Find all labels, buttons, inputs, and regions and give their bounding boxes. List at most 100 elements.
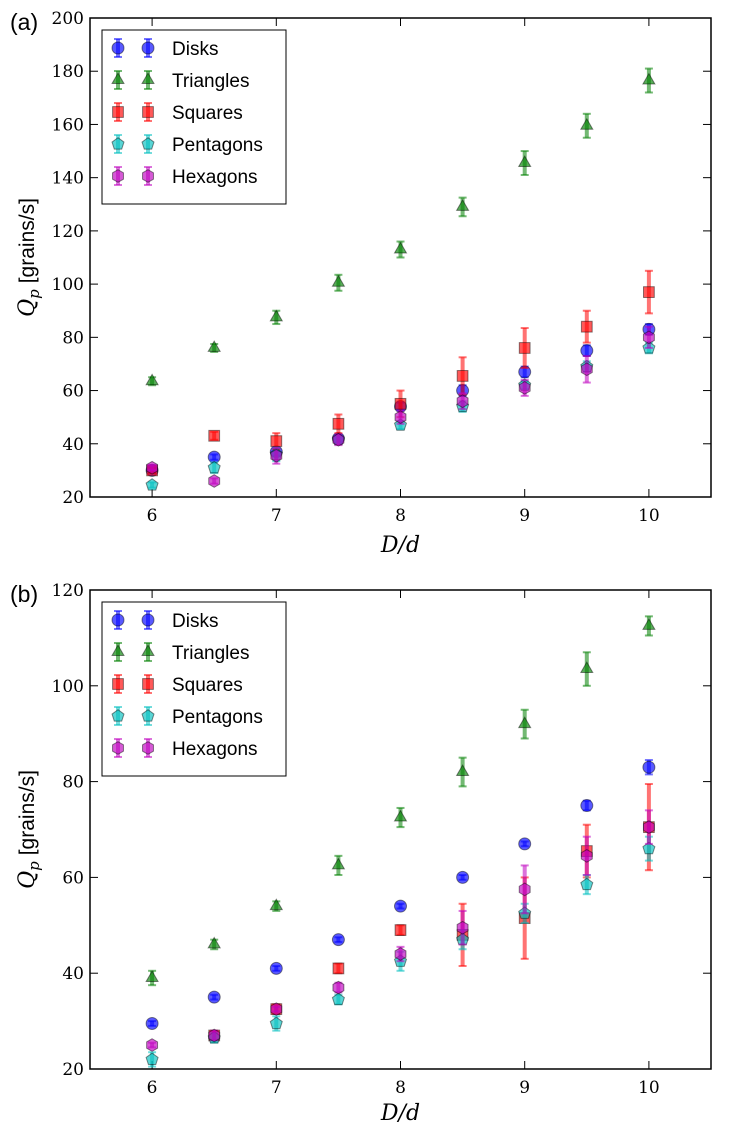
legend-label-pentagons: Pentagons — [172, 707, 263, 728]
data-point-triangle — [145, 970, 159, 982]
legend-label-pentagons: Pentagons — [172, 135, 263, 156]
data-point-triangle — [517, 716, 532, 729]
y-tick-label: 100 — [52, 677, 84, 697]
data-point-triangle — [517, 155, 532, 167]
legend-marker-hexagon — [112, 741, 124, 755]
panel-label: (b) — [10, 581, 38, 607]
y-axis-unit: [grains/s] — [16, 770, 39, 855]
data-point-triangle — [331, 274, 346, 287]
data-point-square — [394, 924, 407, 936]
x-tick-label: 10 — [638, 506, 660, 526]
legend-marker-square — [112, 678, 124, 690]
data-point-square — [456, 370, 469, 382]
data-point-triangle — [642, 618, 656, 630]
y-tick-label: 80 — [62, 773, 84, 793]
data-point-triangle — [579, 117, 594, 130]
data-point-square — [332, 962, 345, 975]
y-tick-label: 140 — [52, 169, 84, 189]
legend-marker-pentagon — [111, 709, 125, 722]
y-axis-subscript: p — [25, 861, 43, 871]
x-axis-label: D/d — [380, 1101, 420, 1126]
legend-label-triangles: Triangles — [172, 71, 249, 92]
legend-marker-pentagon — [111, 137, 125, 150]
y-axis-label: Qp [grains/s] — [15, 770, 43, 889]
legend-label-hexagons: Hexagons — [172, 739, 258, 760]
legend-marker-hexagon — [142, 741, 154, 755]
data-point-square — [208, 429, 221, 442]
x-tick-label: 6 — [147, 506, 158, 526]
data-point-triangle — [455, 199, 470, 211]
series-hexagons — [146, 325, 655, 488]
data-point-hexagon — [394, 947, 407, 961]
y-tick-label: 40 — [62, 964, 84, 984]
data-point-hexagon — [146, 460, 159, 475]
legend-marker-hexagon — [142, 169, 154, 183]
legend-box — [101, 29, 287, 205]
y-tick-label: 60 — [62, 868, 84, 888]
series-pentagons — [145, 835, 656, 1068]
legend-marker-triangle — [111, 644, 125, 656]
x-tick-label: 6 — [147, 1078, 158, 1098]
y-axis-label: Qp [grains/s] — [15, 198, 43, 317]
plot-frame — [89, 589, 712, 1070]
data-point-triangle — [331, 857, 346, 870]
panel-label: (a) — [10, 9, 38, 35]
data-point-square — [643, 286, 655, 298]
data-point-square — [394, 397, 407, 410]
y-axis-symbol: Q — [15, 871, 40, 889]
series-disks — [145, 759, 656, 1030]
data-point-pentagon — [331, 992, 345, 1006]
y-tick-label: 120 — [52, 222, 84, 242]
x-tick-label: 9 — [519, 1078, 530, 1098]
data-point-triangle — [269, 309, 284, 322]
legend-marker-circle — [111, 613, 125, 627]
data-point-triangle — [642, 72, 656, 85]
panel-a: 6 7 8 9 10 20 40 60 80 100 120 140 160 180 200 Disks Tri… — [10, 9, 712, 558]
legend-marker-triangle — [141, 72, 155, 84]
legend: Disks Triangles Squares Pentagons Hexagons — [101, 601, 287, 777]
data-point-triangle — [393, 241, 408, 254]
series-triangles — [145, 615, 656, 987]
y-tick-label: 20 — [62, 1060, 84, 1080]
legend-label-squares: Squares — [172, 103, 243, 124]
y-tick-label: 120 — [52, 581, 84, 601]
legend-marker-pentagon — [141, 137, 155, 150]
x-tick-label: 8 — [395, 506, 406, 526]
legend-marker-circle — [141, 613, 155, 627]
y-tick-label: 200 — [52, 9, 84, 29]
legend-label-squares: Squares — [172, 675, 243, 696]
data-point-hexagon — [332, 432, 345, 447]
data-point-circle — [642, 760, 656, 774]
data-point-circle — [269, 961, 283, 975]
data-point-hexagon — [146, 1038, 159, 1052]
data-point-hexagon — [456, 394, 469, 409]
data-point-pentagon — [580, 877, 594, 891]
data-point-triangle — [207, 340, 222, 352]
legend-marker-square — [142, 106, 154, 118]
data-point-hexagon — [394, 410, 407, 425]
legend-box — [101, 601, 287, 777]
x-tick-label: 10 — [638, 1078, 660, 1098]
y-tick-label: 40 — [62, 435, 84, 455]
data-point-hexagon — [518, 381, 531, 395]
data-point-circle — [207, 990, 221, 1004]
legend-marker-circle — [141, 41, 155, 55]
data-point-hexagon — [270, 1002, 283, 1016]
legend-marker-square — [112, 106, 124, 118]
data-point-square — [518, 342, 531, 354]
data-point-square — [580, 320, 593, 333]
legend-marker-circle — [111, 41, 125, 55]
data-point-hexagon — [642, 820, 655, 834]
data-point-hexagon — [642, 330, 655, 345]
legend-label-disks: Disks — [172, 611, 218, 632]
plot-frame — [89, 17, 712, 498]
x-tick-label: 7 — [271, 506, 282, 526]
data-point-hexagon — [208, 1028, 221, 1043]
x-tick-label: 7 — [271, 1078, 282, 1098]
y-tick-label: 160 — [52, 115, 84, 135]
data-point-triangle — [145, 373, 159, 386]
data-point-circle — [145, 1016, 159, 1030]
data-point-triangle — [579, 661, 594, 673]
data-point-hexagon — [580, 848, 593, 863]
